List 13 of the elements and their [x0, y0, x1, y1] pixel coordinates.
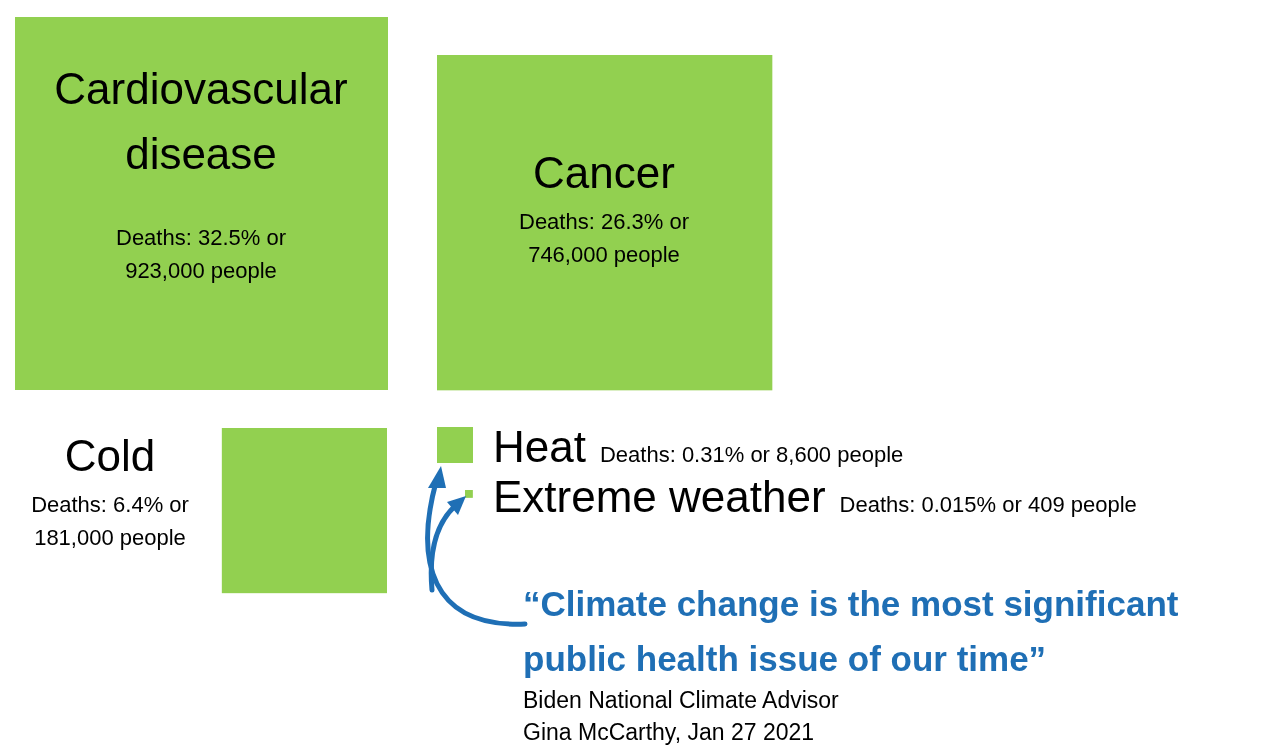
data-label: Deaths: 32.5% or 923,000 people	[116, 225, 286, 283]
category-label: Cardiovascular disease	[54, 64, 348, 178]
category-label: Cold	[64, 431, 156, 480]
text: “Climate change is the most significant public health issue of our time”	[523, 584, 1179, 678]
data-label: Deaths: 6.4% or 181,000 people	[31, 492, 189, 550]
category-label: Extreme weather	[493, 472, 826, 521]
data-label: Deaths: 0.015% or 409 people	[839, 492, 1137, 517]
category-label: Cancer	[533, 148, 675, 197]
text: Biden National Climate Advisor	[523, 687, 840, 713]
text: Gina McCarthy, Jan 27 2021	[523, 719, 815, 745]
category-label: Heat	[493, 422, 586, 471]
data-label: Deaths: 26.3% or 746,000 people	[519, 209, 689, 267]
data-label: Deaths: 0.31% or 8,600 people	[599, 442, 904, 467]
